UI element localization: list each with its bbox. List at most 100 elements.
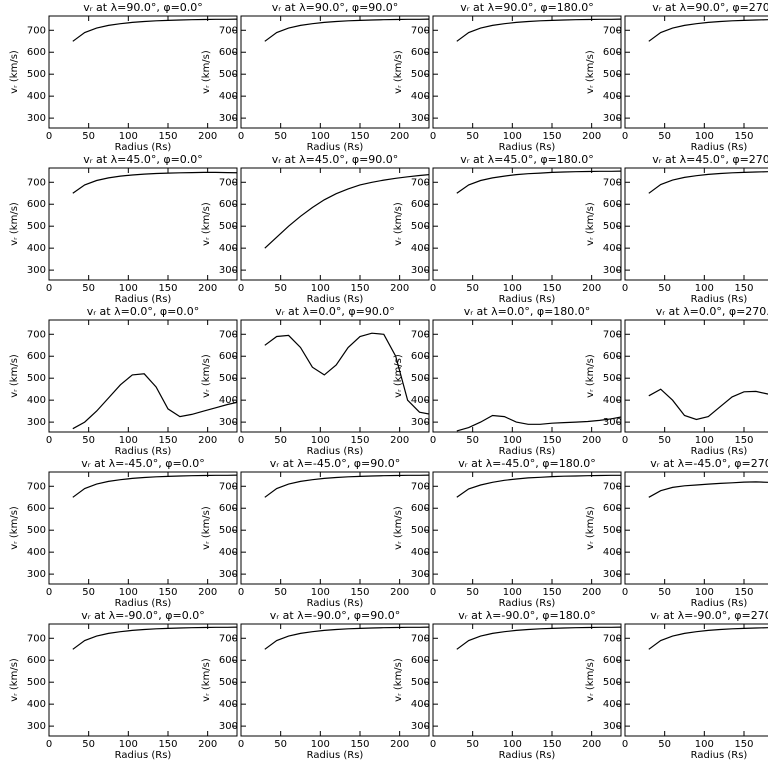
x-tick-label: 200 [390,739,409,750]
y-tick-label: 600 [411,503,430,514]
y-tick-label: 500 [603,69,622,80]
x-axis-label: Radius (Rs) [691,142,748,153]
y-axis-label: vᵣ (km/s) [201,506,212,550]
x-tick-label: 50 [82,131,95,142]
x-tick-label: 200 [582,435,601,446]
y-tick-label: 300 [27,721,46,732]
x-tick-label: 50 [82,587,95,598]
plot-frame [432,623,622,737]
x-axis-label: Radius (Rs) [307,294,364,305]
y-tick-label: 400 [219,699,238,710]
y-tick-label: 700 [219,329,238,340]
y-tick-label: 400 [411,395,430,406]
y-tick-label: 400 [411,91,430,102]
x-tick-label: 100 [311,131,330,142]
y-tick-label: 700 [27,25,46,36]
y-tick-label: 600 [219,47,238,58]
panel: vᵣ at λ=90.0°, φ=180.0°0 50 100 150 20030040… [393,1,622,153]
data-line [648,19,768,42]
plot-frame [432,15,622,129]
x-tick-label: 0 [622,739,628,750]
plot-frame [240,471,430,585]
x-tick-label: 150 [542,131,561,142]
y-tick-label: 300 [603,113,622,124]
panel-title: vᵣ at λ=45.0°, φ=270.0° [652,153,768,166]
x-axis-label: Radius (Rs) [307,142,364,153]
data-line [72,18,237,42]
y-tick-label: 600 [411,199,430,210]
x-tick-label: 150 [542,739,561,750]
x-tick-label: 50 [274,131,287,142]
y-tick-label: 600 [27,655,46,666]
x-tick-label: 200 [198,283,217,294]
x-axis-label: Radius (Rs) [499,598,556,609]
plot-frame [48,167,238,281]
x-tick-label: 0 [622,131,628,142]
x-tick-label: 0 [430,283,436,294]
y-tick-label: 300 [603,569,622,580]
x-tick-label: 150 [350,283,369,294]
panel: vᵣ at λ=-45.0°, φ=90.0°0 50 100 150 20030040… [201,457,430,609]
y-axis-label: vᵣ (km/s) [201,354,212,398]
x-tick-label: 100 [119,131,138,142]
y-tick-label: 300 [411,265,430,276]
y-tick-label: 300 [603,265,622,276]
y-tick-label: 300 [411,417,430,428]
y-tick-label: 300 [27,113,46,124]
y-tick-label: 500 [411,69,430,80]
x-axis-label: Radius (Rs) [115,750,172,761]
x-tick-label: 50 [658,587,671,598]
y-tick-label: 400 [411,547,430,558]
y-tick-label: 300 [219,265,238,276]
x-tick-label: 0 [622,283,628,294]
data-line [456,18,621,42]
y-tick-label: 500 [411,373,430,384]
y-tick-label: 500 [603,677,622,688]
y-tick-label: 700 [411,481,430,492]
x-tick-label: 100 [695,435,714,446]
x-tick-label: 100 [695,283,714,294]
x-tick-label: 150 [158,739,177,750]
y-tick-label: 500 [219,221,238,232]
panel: vᵣ at λ=-45.0°, φ=180.0°0 50 100 150 2003004… [393,457,622,609]
x-tick-label: 0 [622,587,628,598]
x-tick-label: 200 [390,587,409,598]
x-tick-label: 200 [582,739,601,750]
x-tick-label: 100 [695,739,714,750]
y-tick-label: 600 [603,503,622,514]
y-tick-label: 600 [411,655,430,666]
data-line [264,174,429,249]
data-line [648,481,768,498]
y-axis-label: vᵣ (km/s) [201,202,212,246]
x-tick-label: 50 [274,283,287,294]
x-tick-label: 100 [503,739,522,750]
y-tick-label: 400 [27,547,46,558]
y-tick-label: 500 [27,373,46,384]
y-tick-label: 600 [603,47,622,58]
y-tick-label: 400 [219,395,238,406]
panel-title: vᵣ at λ=45.0°, φ=90.0° [272,153,399,166]
y-tick-label: 400 [603,699,622,710]
y-tick-label: 500 [219,69,238,80]
x-tick-label: 150 [350,435,369,446]
plot-frame [48,319,238,433]
y-tick-label: 400 [603,547,622,558]
plot-frame [624,167,768,281]
x-tick-label: 100 [311,283,330,294]
x-tick-label: 50 [466,131,479,142]
y-tick-label: 600 [27,47,46,58]
x-tick-label: 100 [695,587,714,598]
y-tick-label: 300 [219,569,238,580]
y-tick-label: 600 [411,47,430,58]
y-tick-label: 500 [219,677,238,688]
panel-title: vᵣ at λ=-90.0°, φ=270.0° [650,609,768,622]
panel-title: vᵣ at λ=45.0°, φ=0.0° [83,153,203,166]
data-line [72,373,237,430]
panel: vᵣ at λ=-45.0°, φ=0.0°0 50 100 150 200300400… [9,457,238,609]
x-tick-label: 50 [466,283,479,294]
data-line [456,474,621,498]
y-tick-label: 600 [27,503,46,514]
